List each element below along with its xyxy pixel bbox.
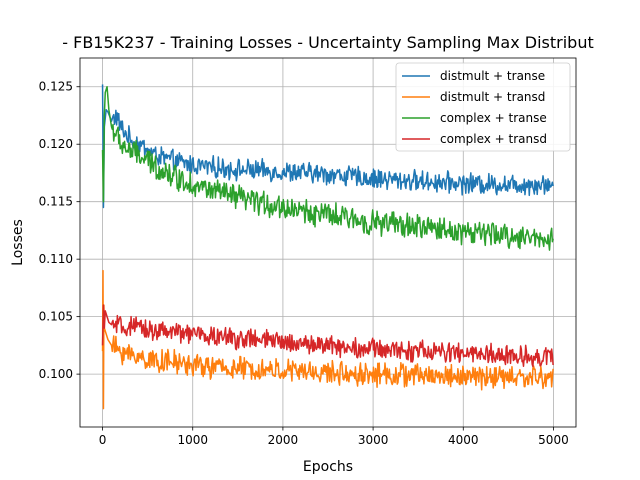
series-distmult-transe [101,84,554,209]
series-complex-transd [101,304,554,368]
y-tick-label: 0.120 [39,137,73,151]
y-axis-label: Losses [10,219,26,266]
legend-entry-label: complex + transd [440,132,547,146]
x-axis-ticks: 0 1000 2000 3000 4000 5000 [99,427,569,447]
legend-entry-label: distmult + transe [440,69,545,83]
legend-entry-label: distmult + transd [440,90,545,104]
chart-title: - FB15K237 - Training Losses - Uncertain… [62,33,593,52]
x-tick-label: 5000 [538,433,569,447]
y-tick-label: 0.125 [39,80,73,94]
x-axis-label: Epochs [303,459,353,475]
x-tick-label: 1000 [177,433,208,447]
series-layer [101,84,554,410]
x-tick-label: 3000 [358,433,389,447]
x-tick-label: 2000 [268,433,299,447]
legend-entry-label: complex + transe [440,111,547,125]
y-tick-label: 0.110 [39,252,73,266]
x-tick-label: 0 [99,433,107,447]
y-axis-ticks: 0.100 0.105 0.110 0.115 0.120 0.125 [39,80,80,381]
y-tick-label: 0.100 [39,367,73,381]
series-distmult-transd [101,269,554,410]
y-tick-label: 0.105 [39,310,73,324]
legend: distmult + transe distmult + transd comple… [395,62,571,152]
y-tick-label: 0.115 [39,195,73,209]
legend-box [395,62,571,152]
plot-frame [79,57,577,428]
series-complex-transe [101,85,554,251]
x-tick-label: 4000 [448,433,479,447]
